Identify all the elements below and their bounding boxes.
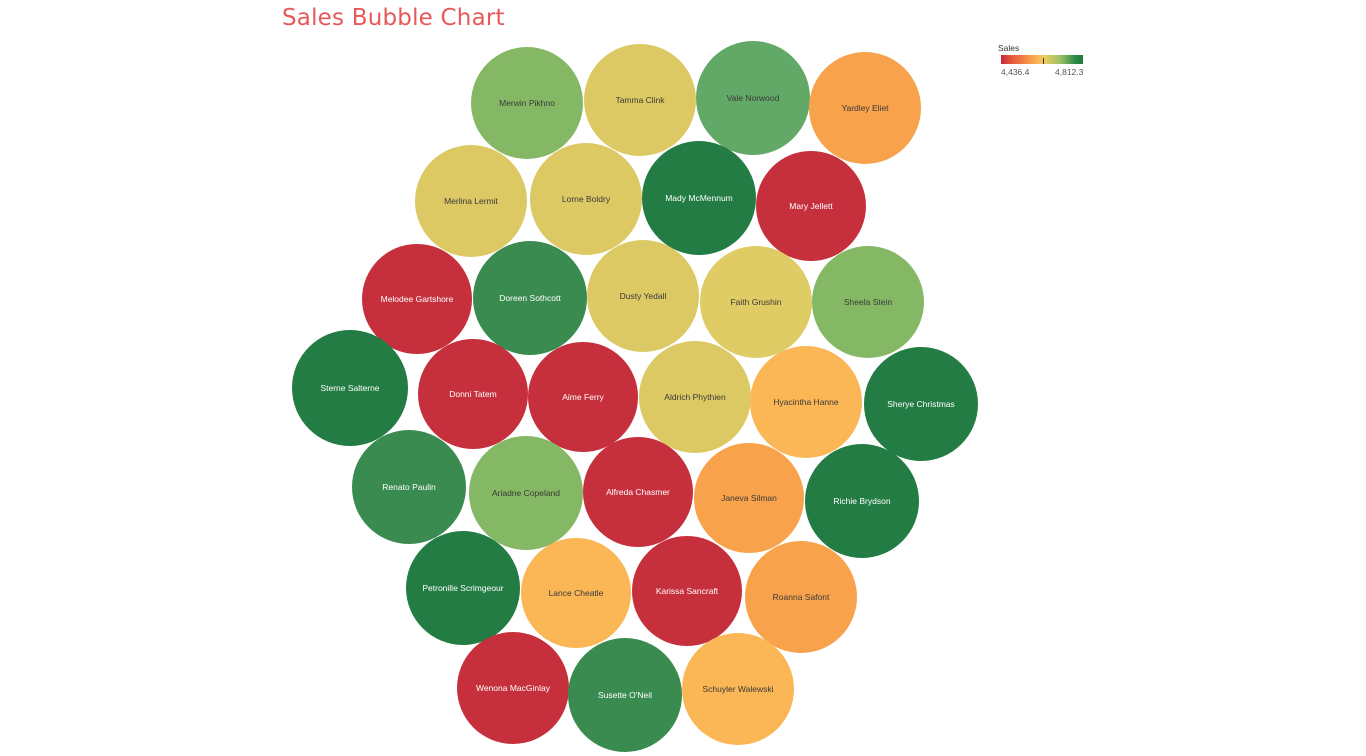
- bubble-label-dusty-yedall: Dusty Yedall: [620, 291, 667, 301]
- bubble-donni-tatem[interactable]: [418, 339, 528, 449]
- bubble-label-sherye-christmas: Sherye Christmas: [887, 399, 955, 409]
- bubble-yardley-eliet[interactable]: [809, 52, 921, 164]
- bubble-sterne-salterne[interactable]: [292, 330, 408, 446]
- legend-min-label: 4,436.4: [1001, 67, 1030, 77]
- bubble-label-richie-brydson: Richie Brydson: [833, 496, 890, 506]
- bubble-janeva-silman[interactable]: [694, 443, 804, 553]
- bubble-sherye-christmas[interactable]: [864, 347, 978, 461]
- bubble-susette-o-neil[interactable]: [568, 638, 682, 752]
- bubble-label-roanna-safont: Roanna Safont: [773, 592, 830, 602]
- bubble-label-vale-norwood: Vale Norwood: [727, 93, 780, 103]
- bubble-label-petronille-scrimgeour: Petronille Scrimgeour: [422, 583, 503, 593]
- bubble-lance-cheatle[interactable]: [521, 538, 631, 648]
- legend-max-label: 4,812.3: [1055, 67, 1084, 77]
- chart-title: Sales Bubble Chart: [282, 5, 505, 31]
- bubble-label-renato-paulin: Renato Paulin: [382, 482, 436, 492]
- bubble-mady-mcmennum[interactable]: [642, 141, 756, 255]
- bubble-sheela-stein[interactable]: [812, 246, 924, 358]
- bubble-label-faith-grushin: Faith Grushin: [730, 297, 781, 307]
- bubble-label-mady-mcmennum: Mady McMennum: [665, 193, 733, 203]
- bubble-karissa-sancraft[interactable]: [632, 536, 742, 646]
- bubble-melodee-gartshore[interactable]: [362, 244, 472, 354]
- bubble-merlina-lermit[interactable]: [415, 145, 527, 257]
- bubble-label-donni-tatem: Donni Tatem: [449, 389, 497, 399]
- bubble-petronille-scrimgeour[interactable]: [406, 531, 520, 645]
- bubble-label-melodee-gartshore: Melodee Gartshore: [381, 294, 454, 304]
- legend-marker: [1043, 58, 1044, 64]
- bubble-hyacintha-hanne[interactable]: [750, 346, 862, 458]
- legend-gradient-bar: [1001, 55, 1083, 64]
- bubble-faith-grushin[interactable]: [700, 246, 812, 358]
- bubble-label-wenona-macginlay: Wenona MacGinlay: [476, 683, 551, 693]
- bubble-label-schuyler-walewski: Schuyler Walewski: [702, 684, 773, 694]
- bubble-dusty-yedall[interactable]: [587, 240, 699, 352]
- bubble-label-lance-cheatle: Lance Cheatle: [549, 588, 604, 598]
- bubble-schuyler-walewski[interactable]: [682, 633, 794, 745]
- bubble-doreen-sothcott[interactable]: [473, 241, 587, 355]
- bubble-label-sterne-salterne: Sterne Salterne: [320, 383, 379, 393]
- bubble-ariadne-copeland[interactable]: [469, 436, 583, 550]
- bubble-roanna-safont[interactable]: [745, 541, 857, 653]
- color-legend: Sales 4,436.4 4,812.3: [996, 43, 1096, 83]
- bubble-lorne-boldry[interactable]: [530, 143, 642, 255]
- bubble-label-ariadne-copeland: Ariadne Copeland: [492, 488, 560, 498]
- bubble-aldrich-phythien[interactable]: [639, 341, 751, 453]
- bubble-label-tamma-clink: Tamma Clink: [615, 95, 665, 105]
- bubble-wenona-macginlay[interactable]: [457, 632, 569, 744]
- bubble-label-merwin-pikhno: Merwin Pikhno: [499, 98, 555, 108]
- bubble-label-doreen-sothcott: Doreen Sothcott: [499, 293, 561, 303]
- bubble-renato-paulin[interactable]: [352, 430, 466, 544]
- bubble-aime-ferry[interactable]: [528, 342, 638, 452]
- bubble-label-aime-ferry: Aime Ferry: [562, 392, 604, 402]
- bubble-label-sheela-stein: Sheela Stein: [844, 297, 892, 307]
- bubble-richie-brydson[interactable]: [805, 444, 919, 558]
- bubble-merwin-pikhno[interactable]: [471, 47, 583, 159]
- bubble-vale-norwood[interactable]: [696, 41, 810, 155]
- bubble-mary-jellett[interactable]: [756, 151, 866, 261]
- bubble-tamma-clink[interactable]: [584, 44, 696, 156]
- bubble-label-susette-o-neil: Susette O'Neil: [598, 690, 652, 700]
- legend-title: Sales: [998, 43, 1020, 53]
- bubble-label-merlina-lermit: Merlina Lermit: [444, 196, 498, 206]
- bubble-alfreda-chasmer[interactable]: [583, 437, 693, 547]
- bubble-label-aldrich-phythien: Aldrich Phythien: [664, 392, 726, 402]
- bubble-label-yardley-eliet: Yardley Eliet: [841, 103, 889, 113]
- bubble-label-mary-jellett: Mary Jellett: [789, 201, 833, 211]
- bubble-label-lorne-boldry: Lorne Boldry: [562, 194, 611, 204]
- bubble-label-hyacintha-hanne: Hyacintha Hanne: [773, 397, 838, 407]
- bubble-label-alfreda-chasmer: Alfreda Chasmer: [606, 487, 670, 497]
- bubble-label-karissa-sancraft: Karissa Sancraft: [656, 586, 719, 596]
- bubble-label-janeva-silman: Janeva Silman: [721, 493, 777, 503]
